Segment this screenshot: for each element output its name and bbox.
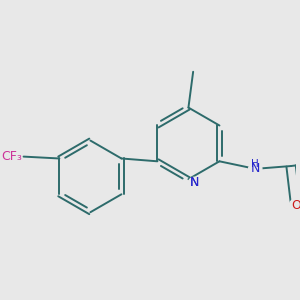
Circle shape <box>249 162 262 176</box>
Text: CF₃: CF₃ <box>1 150 22 163</box>
Text: N: N <box>189 176 199 190</box>
Text: O: O <box>291 199 300 212</box>
Circle shape <box>188 177 200 189</box>
Circle shape <box>289 199 300 212</box>
Text: H: H <box>251 159 259 169</box>
Text: N: N <box>250 162 260 176</box>
Text: N: N <box>189 176 199 190</box>
